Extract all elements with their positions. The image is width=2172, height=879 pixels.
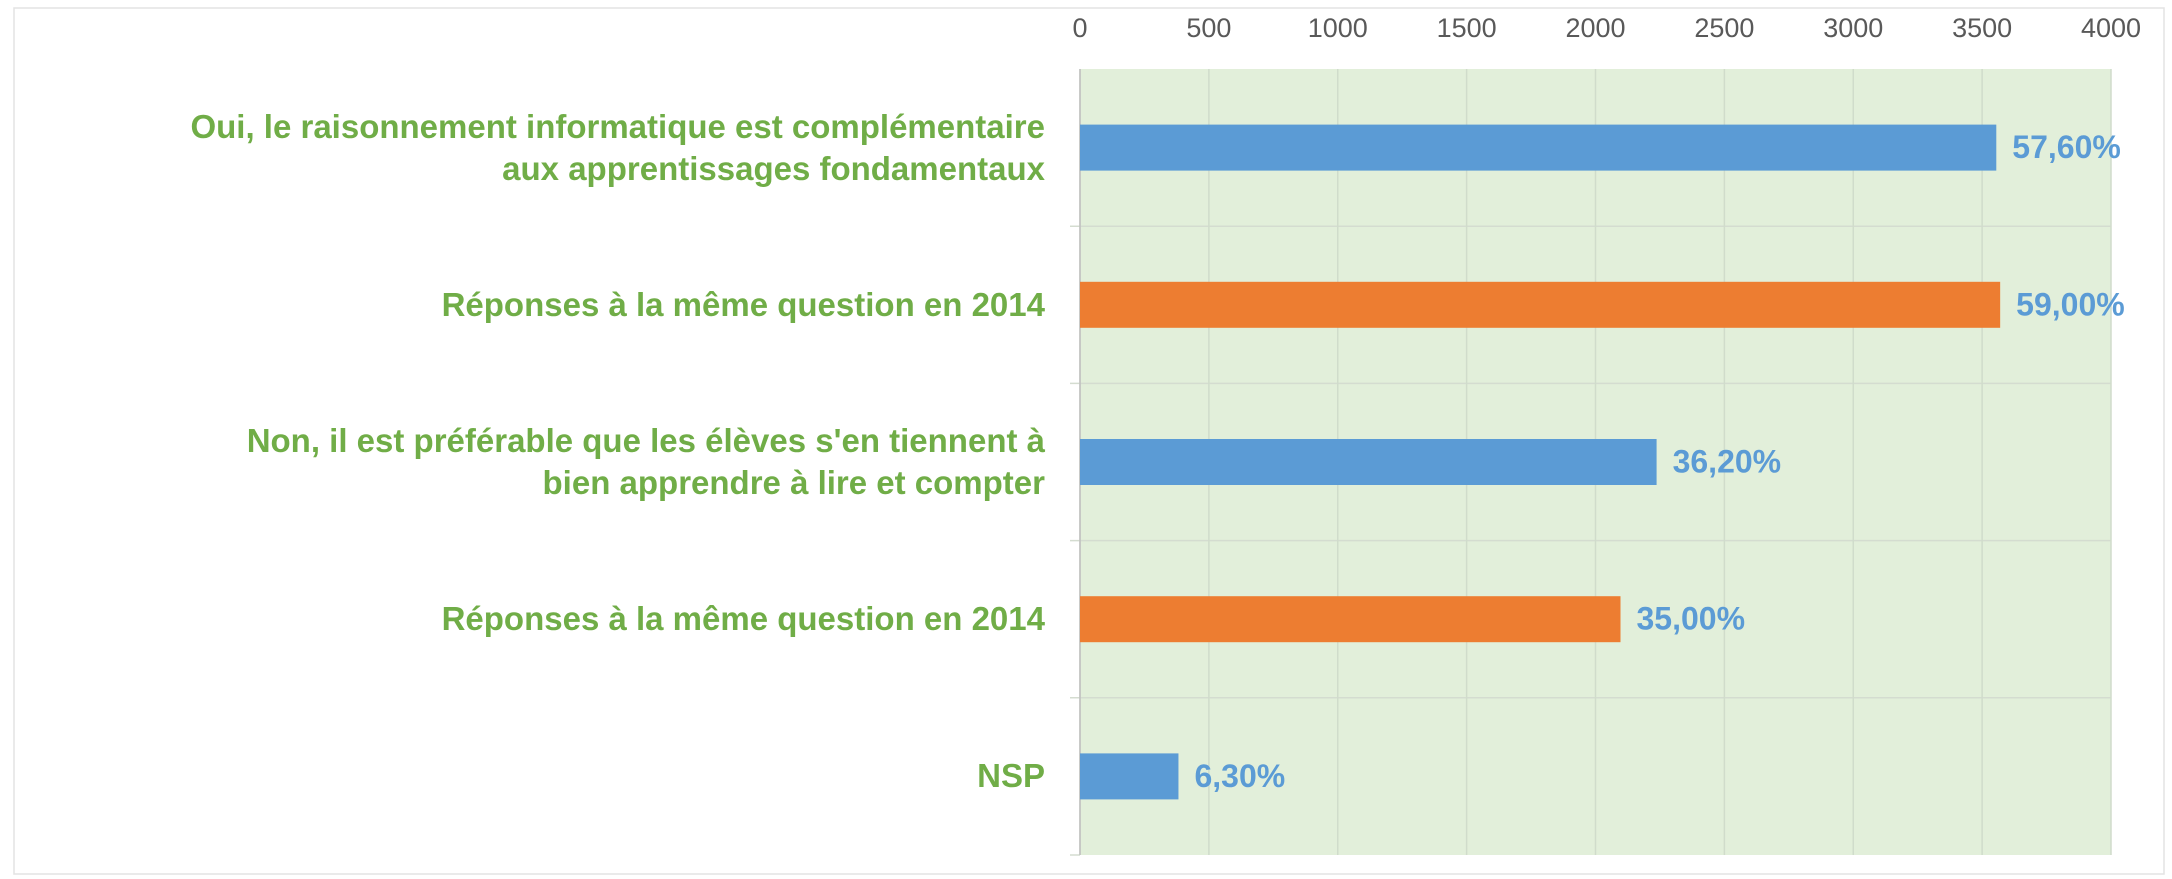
x-tick-label: 4000 [2081,13,2141,43]
x-tick-label: 500 [1186,13,1231,43]
category-label: Réponses à la même question en 2014 [441,600,1045,638]
x-tick-label: 1000 [1308,13,1368,43]
value-label: 59,00% [2016,286,2125,322]
x-tick-label: 1500 [1437,13,1497,43]
x-tick-label: 3500 [1952,13,2012,43]
chart-frame [13,7,2165,875]
category-label: Réponses à la même question en 2014 [441,285,1045,323]
x-tick-label: 3000 [1823,13,1883,43]
bar [1080,439,1657,485]
value-label: 35,00% [1637,601,1746,637]
bar [1080,596,1621,643]
x-tick-label: 2500 [1694,13,1754,43]
bar [1080,124,1997,171]
x-tick-label: 0 [1072,13,1087,43]
x-tick-label: 2000 [1565,13,1625,43]
category-label: Non, il est préférable que les élèves s'… [246,422,1045,501]
value-label: 57,60% [2012,129,2121,165]
category-label: NSP [977,757,1045,795]
bar [1080,753,1179,800]
category-label: Oui, le raisonnement informatique est co… [190,107,1045,187]
value-label: 36,20% [1673,443,1782,479]
bar [1080,281,2001,328]
value-label: 6,30% [1194,758,1285,794]
